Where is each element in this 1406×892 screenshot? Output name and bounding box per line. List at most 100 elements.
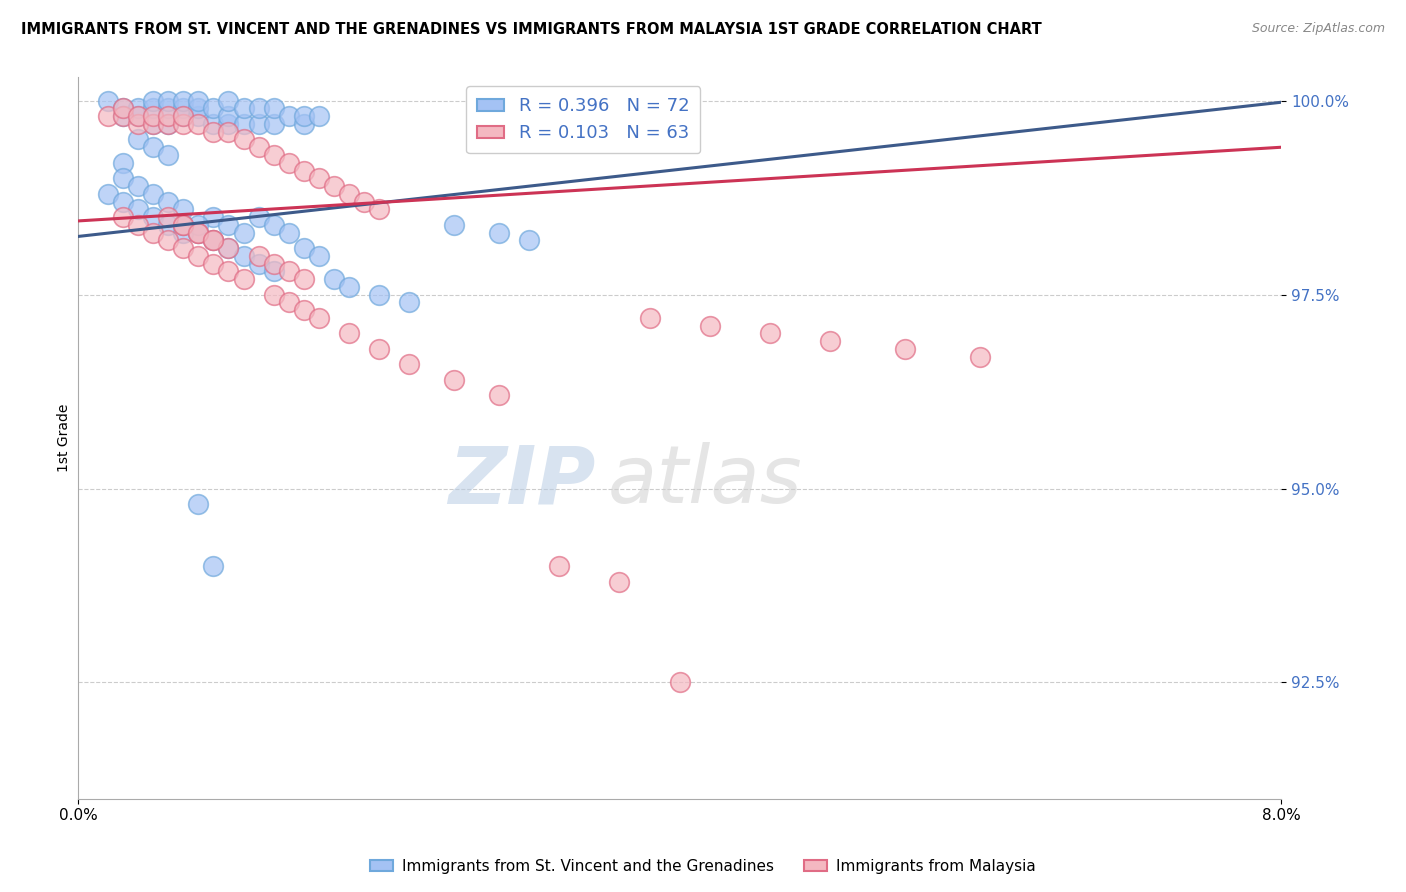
- Point: [127, 179, 149, 194]
- Point: [638, 310, 661, 325]
- Point: [127, 117, 149, 131]
- Point: [172, 218, 194, 232]
- Point: [277, 226, 299, 240]
- Point: [187, 117, 209, 131]
- Point: [127, 109, 149, 123]
- Point: [202, 125, 225, 139]
- Point: [157, 194, 180, 209]
- Point: [142, 210, 165, 224]
- Point: [367, 202, 389, 217]
- Point: [172, 94, 194, 108]
- Text: ZIP: ZIP: [449, 442, 595, 520]
- Point: [263, 287, 285, 301]
- Point: [142, 140, 165, 154]
- Point: [127, 132, 149, 146]
- Point: [218, 218, 240, 232]
- Point: [142, 117, 165, 131]
- Point: [142, 226, 165, 240]
- Point: [668, 675, 690, 690]
- Point: [112, 102, 135, 116]
- Point: [218, 264, 240, 278]
- Point: [142, 102, 165, 116]
- Point: [337, 186, 360, 201]
- Point: [187, 226, 209, 240]
- Point: [97, 186, 120, 201]
- Point: [232, 249, 254, 263]
- Legend: R = 0.396   N = 72, R = 0.103   N = 63: R = 0.396 N = 72, R = 0.103 N = 63: [467, 87, 700, 153]
- Point: [218, 94, 240, 108]
- Text: atlas: atlas: [607, 442, 803, 520]
- Point: [187, 497, 209, 511]
- Point: [308, 249, 330, 263]
- Point: [443, 218, 465, 232]
- Point: [187, 102, 209, 116]
- Point: [322, 179, 344, 194]
- Point: [443, 373, 465, 387]
- Point: [292, 303, 315, 318]
- Point: [157, 117, 180, 131]
- Point: [292, 272, 315, 286]
- Point: [353, 194, 375, 209]
- Point: [172, 109, 194, 123]
- Point: [337, 280, 360, 294]
- Point: [292, 163, 315, 178]
- Point: [263, 218, 285, 232]
- Point: [112, 210, 135, 224]
- Point: [112, 102, 135, 116]
- Point: [277, 109, 299, 123]
- Point: [172, 117, 194, 131]
- Point: [112, 171, 135, 186]
- Point: [232, 226, 254, 240]
- Point: [247, 257, 270, 271]
- Point: [97, 94, 120, 108]
- Point: [202, 233, 225, 247]
- Point: [157, 218, 180, 232]
- Point: [263, 264, 285, 278]
- Point: [172, 109, 194, 123]
- Point: [367, 342, 389, 356]
- Point: [759, 326, 782, 341]
- Point: [232, 272, 254, 286]
- Point: [398, 295, 420, 310]
- Point: [187, 218, 209, 232]
- Point: [157, 210, 180, 224]
- Point: [202, 210, 225, 224]
- Point: [127, 102, 149, 116]
- Point: [308, 171, 330, 186]
- Point: [247, 210, 270, 224]
- Text: Source: ZipAtlas.com: Source: ZipAtlas.com: [1251, 22, 1385, 36]
- Point: [263, 148, 285, 162]
- Point: [367, 287, 389, 301]
- Point: [157, 94, 180, 108]
- Point: [142, 117, 165, 131]
- Point: [232, 102, 254, 116]
- Point: [218, 241, 240, 255]
- Point: [187, 226, 209, 240]
- Point: [172, 218, 194, 232]
- Point: [263, 102, 285, 116]
- Point: [142, 94, 165, 108]
- Point: [292, 109, 315, 123]
- Point: [218, 241, 240, 255]
- Point: [308, 310, 330, 325]
- Point: [172, 226, 194, 240]
- Y-axis label: 1st Grade: 1st Grade: [58, 404, 72, 472]
- Point: [699, 318, 721, 333]
- Point: [142, 186, 165, 201]
- Point: [97, 109, 120, 123]
- Point: [112, 194, 135, 209]
- Point: [218, 117, 240, 131]
- Point: [232, 132, 254, 146]
- Point: [157, 148, 180, 162]
- Point: [112, 155, 135, 169]
- Point: [112, 109, 135, 123]
- Point: [172, 202, 194, 217]
- Point: [202, 117, 225, 131]
- Point: [609, 574, 631, 589]
- Point: [127, 218, 149, 232]
- Text: IMMIGRANTS FROM ST. VINCENT AND THE GRENADINES VS IMMIGRANTS FROM MALAYSIA 1ST G: IMMIGRANTS FROM ST. VINCENT AND THE GREN…: [21, 22, 1042, 37]
- Point: [157, 102, 180, 116]
- Point: [232, 117, 254, 131]
- Point: [202, 102, 225, 116]
- Point: [894, 342, 917, 356]
